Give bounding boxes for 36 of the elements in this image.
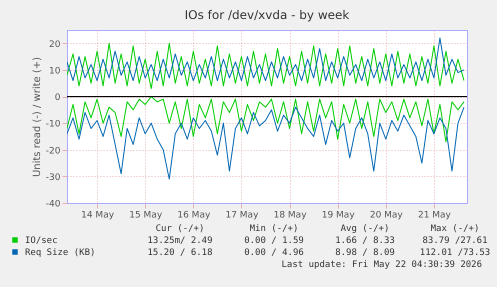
text: 0.00 / 1.59: [244, 236, 304, 246]
line-series: [67, 96, 464, 142]
text: 112.01 /73.53: [420, 248, 490, 258]
y-tick-label: 0: [54, 93, 61, 104]
x-tick-label: 16 May: [177, 210, 211, 220]
line-series: [67, 42, 464, 90]
text: Min (-/+): [250, 224, 298, 234]
x-tick-label: 20 May: [370, 210, 404, 220]
text: 1.66 / 8.33: [335, 236, 395, 246]
text: Cur (-/+): [156, 224, 204, 234]
y-tick-label: 20: [49, 40, 61, 50]
x-tick-label: 15 May: [129, 210, 163, 220]
y-tick-label: 10: [49, 66, 61, 76]
text: Last update: Fri May 22 04:30:39 2026: [282, 260, 482, 270]
x-tick-label: 17 May: [225, 210, 260, 220]
y-tick-label: -30: [46, 172, 61, 183]
line-series: [67, 106, 464, 180]
y-tick-label: -40: [46, 200, 61, 210]
text: 8.98 / 8.09: [335, 248, 395, 258]
text: 0.00 / 4.96: [244, 248, 304, 258]
x-tick-label: 19 May: [322, 210, 356, 220]
y-axis-title: Units read (-) / write (+): [32, 56, 43, 178]
x-tick-label: 21 May: [418, 210, 452, 220]
text: Max (-/+): [430, 224, 480, 234]
text: 83.79 /27.61: [422, 236, 488, 246]
x-tick-label: 18 May: [274, 210, 308, 220]
text: Avg (-/+): [340, 224, 390, 234]
chart-title: IOs for /dev/xvda - by week: [184, 8, 350, 22]
y-tick-label: -20: [46, 146, 61, 156]
text: 15.20 / 6.18: [147, 248, 213, 258]
text: 13.25m/ 2.49: [147, 236, 213, 246]
y-tick-label: -10: [46, 120, 61, 130]
line-series: [67, 37, 464, 82]
x-tick-label: 14 May: [81, 210, 115, 220]
legend-label: IO/sec: [25, 236, 58, 246]
legend-label: Req Size (KB): [25, 248, 96, 258]
